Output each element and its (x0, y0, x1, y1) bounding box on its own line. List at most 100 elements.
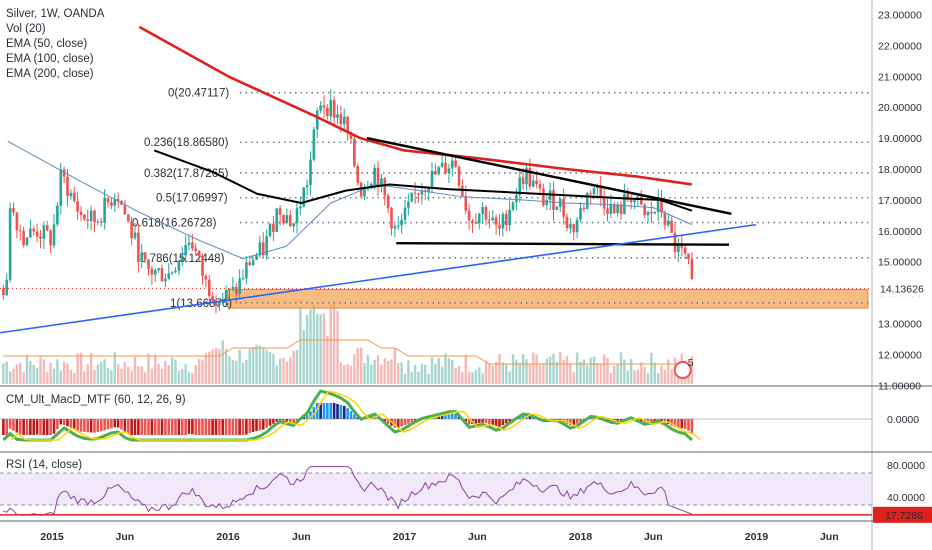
candle-body (552, 190, 555, 210)
macd-bar (413, 419, 417, 421)
candle-body (390, 208, 393, 229)
volume-bar (582, 359, 586, 384)
macd-bar (464, 419, 468, 422)
candle-body (609, 204, 613, 215)
candle-body (339, 114, 343, 125)
volume-bar (424, 364, 427, 384)
volume-bar (62, 361, 66, 384)
candle-body (585, 193, 589, 210)
legend-vol[interactable]: Vol (20) (6, 23, 46, 35)
ideas-icon (673, 361, 692, 379)
volume-bar (569, 364, 572, 384)
volume-bar (268, 351, 272, 384)
candle-body (525, 167, 528, 185)
macd-bar (245, 419, 248, 435)
candle-body (261, 242, 265, 256)
volume-bar (420, 363, 424, 384)
volume-bar (403, 373, 407, 384)
candle-body (504, 213, 508, 226)
volume-bar (201, 359, 204, 384)
macd-bar (180, 419, 184, 435)
macd-bar (39, 419, 42, 435)
rsi-value-label: 17.7286 (885, 510, 923, 522)
legend-ema50[interactable]: EMA (50, close) (6, 38, 88, 50)
candle-body (8, 207, 12, 280)
volume-bar (69, 370, 73, 384)
volume-bar (93, 369, 96, 384)
macd-bar (339, 404, 343, 419)
rsi-axis-label: 40.0000 (887, 492, 925, 504)
candle-body (346, 116, 349, 133)
macd-bar (42, 419, 46, 435)
volume-bar (373, 359, 376, 384)
candle-body (535, 180, 538, 185)
volume-bar (575, 352, 579, 384)
legend-ema100[interactable]: EMA (100, close) (6, 53, 94, 65)
candle-body (579, 207, 582, 220)
volume-bar (440, 366, 444, 384)
rsi-band (0, 473, 872, 505)
candle-body (396, 225, 400, 227)
macd-bar (110, 419, 113, 429)
macd-bar (194, 419, 198, 435)
candle-body (413, 192, 417, 194)
macd-histogram (2, 403, 694, 435)
volume-bar (289, 357, 292, 384)
macd-bar (191, 419, 194, 435)
candle-body (18, 230, 22, 232)
candle-body (498, 224, 501, 229)
candle-body (619, 204, 623, 215)
macd-bar (214, 419, 218, 435)
macd-bar (187, 419, 191, 434)
macd-bar (494, 419, 498, 427)
candle-body (103, 197, 106, 223)
volume-bar (552, 353, 555, 384)
volume-bar (52, 368, 56, 384)
candle-body (42, 225, 46, 239)
volume-bar (346, 364, 349, 384)
candle-body (45, 225, 49, 231)
macd-bar (150, 419, 154, 435)
candle-body (410, 192, 414, 202)
candle-body (288, 215, 292, 227)
candle-body (116, 199, 120, 201)
time-axis-label: 2018 (569, 531, 593, 543)
volume-bar (380, 364, 383, 384)
macd-bar (76, 419, 79, 431)
legend-ema200[interactable]: EMA (200, close) (6, 68, 94, 80)
macd-bar (29, 419, 32, 435)
macd-bar (498, 419, 501, 427)
candle-body (113, 199, 117, 206)
candle-body (153, 270, 157, 275)
macd-bar (396, 419, 400, 428)
candle-body (56, 205, 59, 225)
candle-body (234, 286, 238, 294)
candle-body (332, 100, 336, 118)
symbol-title[interactable]: Silver, 1W, OANDA (6, 8, 105, 20)
macd-bar (228, 419, 231, 435)
candle-body (329, 100, 333, 117)
volume-bars (2, 300, 694, 384)
rsi-legend[interactable]: RSI (14, close) (6, 459, 83, 471)
candle-body (434, 170, 437, 175)
volume-bar (623, 359, 626, 384)
macd-bar (96, 419, 100, 433)
candle-body (305, 185, 309, 188)
candle-body (582, 207, 586, 210)
candle-body (501, 213, 505, 229)
candle-body (143, 252, 147, 260)
time-axis-label: 2019 (745, 531, 769, 543)
macd-bar (224, 419, 228, 435)
volume-bar (265, 349, 268, 384)
volume-bar (221, 340, 224, 384)
time-axis-label: Jun (116, 531, 135, 543)
volume-bar (89, 352, 93, 384)
macd-legend[interactable]: CM_Ult_MacD_MTF (60, 12, 26, 9) (6, 394, 186, 406)
macd-bar (292, 419, 295, 424)
macd-bar (170, 419, 174, 435)
candle-body (258, 242, 262, 256)
volume-bar (22, 372, 25, 384)
candle-body (353, 138, 356, 166)
volume-bar (518, 363, 521, 384)
